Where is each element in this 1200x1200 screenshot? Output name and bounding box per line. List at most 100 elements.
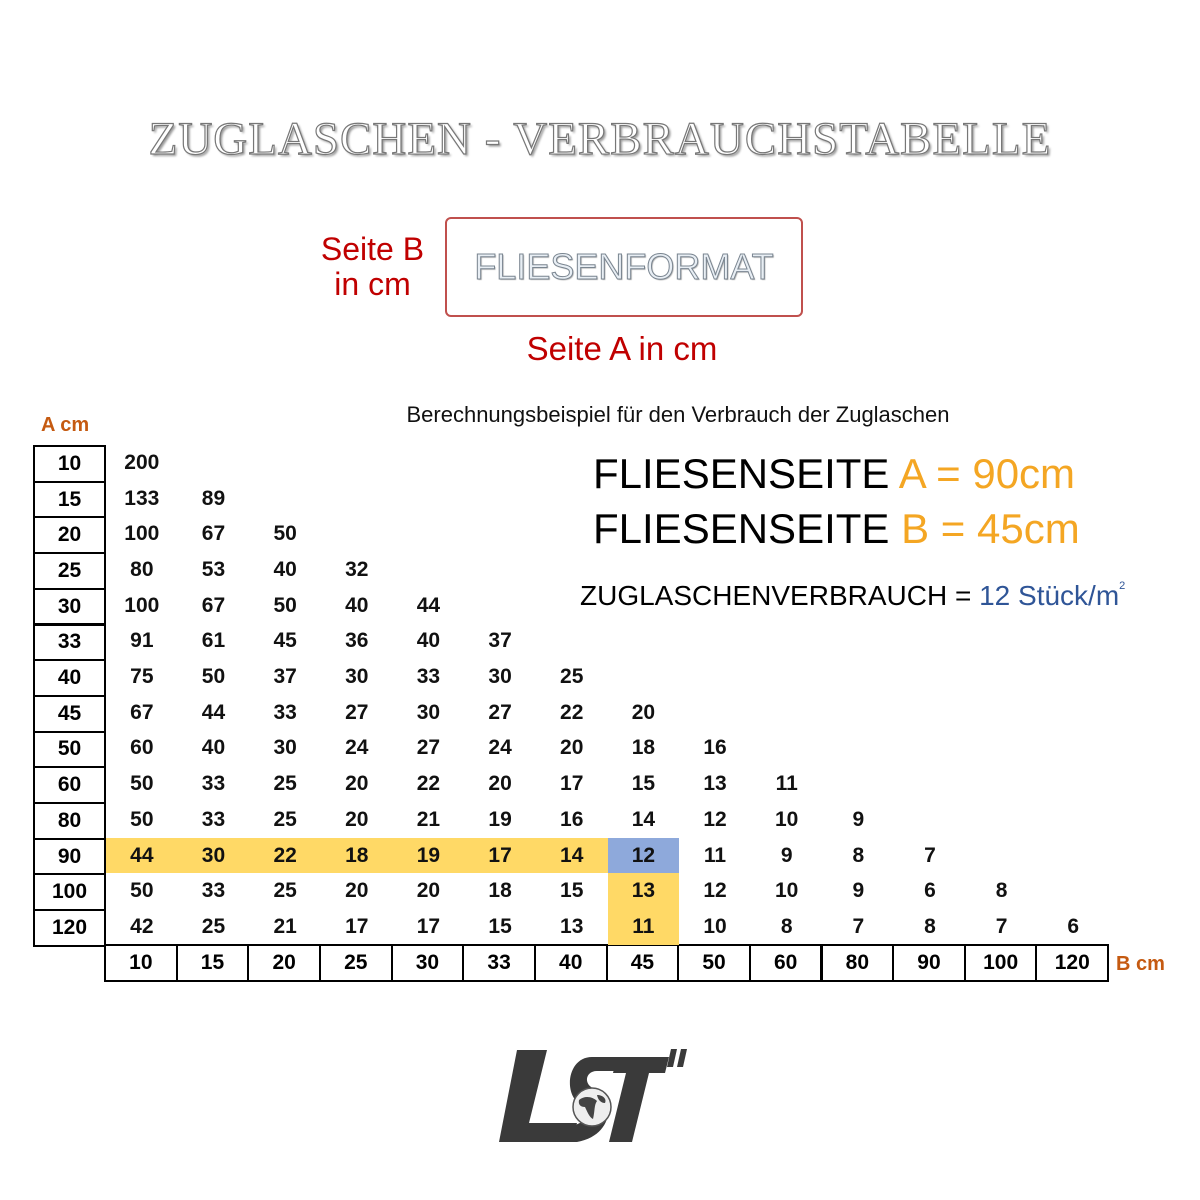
table-cell: 6: [924, 879, 936, 903]
table-cell: 8: [780, 914, 793, 938]
table-cell: 33: [201, 772, 226, 796]
table-cell: 42: [130, 914, 154, 938]
table-cell: 37: [488, 629, 512, 653]
table-cell: 30: [416, 700, 441, 724]
table-cell: 11: [607, 909, 680, 945]
table-cell: 100: [124, 593, 160, 617]
table-cell: 7: [852, 914, 865, 938]
table-cell: 25: [273, 772, 297, 796]
table-cell: 32: [345, 557, 369, 581]
col-header: 80: [820, 943, 895, 982]
row-header: 120: [33, 909, 106, 947]
table-cell: 12: [703, 807, 727, 831]
table-cell: 53: [201, 557, 226, 581]
side-b-line-2: in cm: [334, 266, 411, 302]
side-a-label: Seite A in cm: [526, 330, 718, 367]
table-cell: 67: [201, 593, 226, 617]
table-cell: 7: [995, 914, 1008, 938]
table-cell: 20: [416, 879, 441, 903]
table-cell: 17: [560, 772, 584, 796]
table-cell: 10: [703, 914, 727, 938]
row-header: 33: [33, 623, 106, 662]
table-cell: 16: [703, 736, 727, 760]
row-header: 50: [33, 730, 106, 769]
table-cell: 15: [631, 772, 656, 796]
table-cell: 8: [924, 914, 936, 938]
table-cell: 33: [201, 807, 226, 831]
col-header: 120: [1035, 943, 1110, 982]
row-header: 80: [33, 802, 106, 840]
table-cell: 19: [488, 807, 512, 831]
col-header: 50: [677, 943, 751, 982]
table-cell: 24: [488, 736, 512, 760]
table-cell: 9: [852, 807, 865, 831]
example-side-b-value: B = 45cm: [901, 505, 1080, 552]
table-cell: 25: [273, 879, 297, 903]
table-cell: 8: [995, 879, 1008, 903]
row-header: 10: [33, 445, 106, 483]
table-cell: 6: [1067, 914, 1080, 938]
table-cell: 30: [345, 665, 369, 689]
table-cell: 40: [201, 736, 226, 760]
tile-format-box: FLIESENFORMAT: [445, 217, 803, 317]
table-cell: 80: [130, 557, 154, 581]
table-cell: 67: [130, 700, 154, 724]
table-cell: 13: [607, 873, 680, 910]
table-cell: 40: [273, 557, 297, 581]
table-cell: 22: [416, 772, 441, 796]
row-header: 40: [33, 659, 106, 697]
table-cell: 17: [416, 914, 441, 938]
col-header: 90: [892, 943, 966, 982]
example-heading: Berechnungsbeispiel für den Verbrauch de…: [406, 402, 950, 427]
table-cell: 27: [416, 736, 441, 760]
table-cell: 9: [780, 843, 793, 867]
table-cell: 22: [560, 700, 584, 724]
table-cell: 20: [488, 772, 512, 796]
table-cell: 50: [273, 593, 297, 617]
table-cell: 15: [560, 879, 584, 903]
table-cell: 8: [852, 843, 865, 867]
table-cell: 20: [345, 879, 369, 903]
table-cell: 36: [345, 629, 369, 653]
table-cell: 11: [703, 843, 727, 867]
side-b-line-1: Seite B: [320, 231, 425, 267]
table-cell: 22: [249, 837, 321, 874]
row-header: 60: [33, 766, 106, 804]
table-cell: 14: [535, 837, 608, 874]
table-cell: 50: [130, 772, 154, 796]
table-cell: 9: [852, 879, 865, 903]
table-cell: 12: [607, 837, 680, 874]
table-cell: 200: [124, 450, 160, 474]
table-cell: 40: [416, 629, 441, 653]
row-header: 20: [33, 516, 106, 555]
table-cell: 44: [201, 700, 226, 724]
table-cell: 14: [631, 807, 656, 831]
col-header: 10: [104, 943, 178, 982]
lst-logo: [499, 1049, 687, 1142]
table-cell: 11: [775, 772, 798, 796]
table-cell: 27: [488, 700, 512, 724]
table-cell: 50: [273, 522, 297, 546]
table-cell: 18: [631, 736, 656, 760]
row-header: 45: [33, 694, 106, 733]
row-header: 25: [33, 552, 106, 590]
table-cell: 45: [273, 629, 297, 653]
table-cell: 30: [177, 837, 250, 874]
page-title: ZUGLASCHEN - VERBRAUCHSTABELLE: [148, 112, 1052, 165]
table-cell: 16: [560, 807, 584, 831]
table-cell: 17: [464, 837, 536, 874]
col-header: 45: [605, 943, 680, 982]
consumption-value: 12 Stück/m: [979, 580, 1120, 611]
table-cell: 75: [130, 665, 154, 689]
example-side-b: FLIESENSEITE B = 45cm: [593, 505, 1080, 553]
col-header: 25: [318, 943, 393, 982]
table-cell: 133: [124, 486, 160, 510]
table-cell: 20: [560, 736, 584, 760]
table-cell: 10: [774, 879, 799, 903]
table-cell: 25: [273, 807, 297, 831]
table-cell: 33: [201, 879, 226, 903]
table-cell: 21: [416, 807, 441, 831]
table-cell: 100: [124, 522, 160, 546]
consumption-prefix: ZUGLASCHENVERBRAUCH =: [580, 580, 980, 611]
